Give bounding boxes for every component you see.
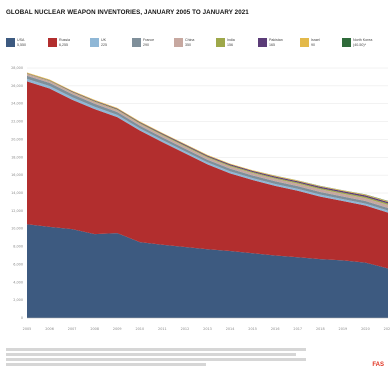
y-tick-label: 26,000 (11, 84, 23, 88)
legend-value: 156 (227, 43, 233, 47)
legend-swatch (90, 38, 99, 47)
footnote-line (6, 358, 306, 361)
legend-value: (40-50)* (353, 43, 366, 47)
legend-swatch (300, 38, 309, 47)
x-tick-label: 2011 (158, 327, 167, 331)
x-tick-label: 2021 (384, 327, 390, 331)
y-tick-label: 20,000 (11, 137, 23, 141)
x-tick-label: 2010 (135, 327, 144, 331)
y-tick-label: 12,000 (11, 209, 23, 213)
legend-value: 165 (269, 43, 275, 47)
legend-label: UK (101, 38, 106, 42)
fas-logo: FAS (372, 362, 384, 368)
x-tick-label: 2020 (361, 327, 370, 331)
y-tick-label: 22,000 (11, 120, 23, 124)
x-tick-label: 2018 (316, 327, 325, 331)
legend-swatch (132, 38, 141, 47)
y-tick-label: 10,000 (11, 227, 23, 231)
x-tick-label: 2019 (339, 327, 348, 331)
legend-swatch (342, 38, 351, 47)
chart-title: GLOBAL NUCLEAR WEAPON INVENTORIES, JANUA… (6, 9, 249, 16)
legend-swatch (258, 38, 267, 47)
legend-swatch (216, 38, 225, 47)
x-tick-label: 2006 (45, 327, 54, 331)
legend-value: 225 (101, 43, 107, 47)
legend-swatch (6, 38, 15, 47)
legend-swatch (174, 38, 183, 47)
legend-value: 350 (185, 43, 191, 47)
legend-value: 5,550 (17, 43, 26, 47)
x-tick-label: 2012 (181, 327, 190, 331)
series-area-russia (27, 81, 388, 269)
legend-value: 90 (311, 43, 315, 47)
footnote-line (6, 363, 206, 366)
footnote-line (6, 348, 306, 351)
y-tick-label: 0 (21, 316, 23, 320)
legend-label: North Korea (353, 38, 373, 42)
x-tick-label: 2014 (226, 327, 235, 331)
legend-label: France (143, 38, 155, 42)
y-tick-label: 28,000 (11, 66, 23, 70)
x-tick-label: 2008 (90, 327, 99, 331)
y-tick-label: 16,000 (11, 173, 23, 177)
y-tick-label: 6,000 (13, 262, 23, 266)
x-tick-label: 2015 (248, 327, 257, 331)
legend-label: China (185, 38, 195, 42)
legend-label: Russia (59, 38, 70, 42)
x-tick-label: 2007 (68, 327, 77, 331)
x-tick-label: 2009 (113, 327, 122, 331)
legend-swatch (48, 38, 57, 47)
y-tick-label: 14,000 (11, 191, 23, 195)
legend-value: 6,255 (59, 43, 68, 47)
legend-label: Israel (311, 38, 320, 42)
y-tick-label: 24,000 (11, 102, 23, 106)
x-tick-label: 2013 (203, 327, 212, 331)
x-tick-label: 2016 (271, 327, 280, 331)
y-tick-label: 2,000 (13, 298, 23, 302)
legend-value: 290 (143, 43, 149, 47)
legend-label: USA (17, 38, 25, 42)
footnote-line (6, 353, 296, 356)
y-tick-label: 4,000 (13, 280, 23, 284)
legend-label: Pakistan (269, 38, 283, 42)
series-area-usa (27, 224, 388, 318)
legend-label: India (227, 38, 235, 42)
x-tick-label: 2005 (23, 327, 32, 331)
chart-legend: USA 5,550 Russia 6,255 UK 225 France 290 China 35… (6, 37, 386, 57)
x-tick-label: 2017 (293, 327, 302, 331)
y-tick-label: 8,000 (13, 245, 23, 249)
y-tick-label: 18,000 (11, 155, 23, 159)
